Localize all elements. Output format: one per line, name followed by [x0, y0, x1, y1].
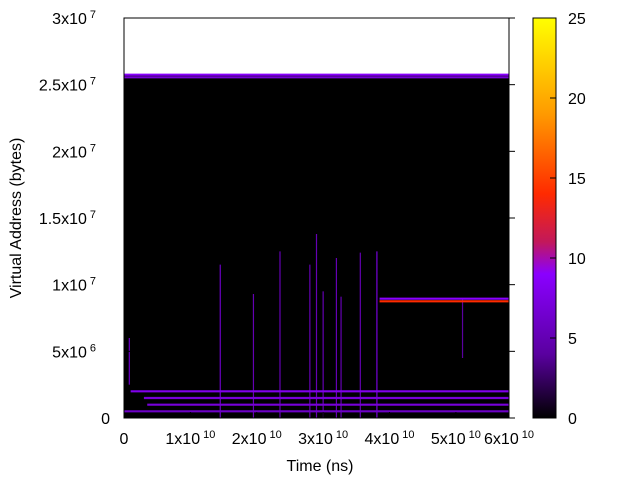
y-tick-labels: 0 5x10 6 1x10 7 1.5x10 7 2x10 7 2.5x10 7 3x10 7	[39, 9, 110, 428]
y-tick-label-1: 5x10 6	[52, 342, 96, 361]
colorbar-tick-label-5: 25	[568, 11, 586, 28]
x-axis-label: Time (ns)	[287, 458, 354, 475]
y-tick-label-2: 1x10 7	[52, 276, 96, 295]
x-tick-label-2: 2x10 10	[232, 429, 282, 448]
colorbar-tick-label-0: 0	[568, 411, 577, 428]
colorbar-gradient	[532, 17, 557, 419]
y-tick-label-0: 0	[101, 411, 110, 428]
x-tick-label-6: 6x10 10	[484, 429, 534, 448]
colorbar-tick-label-1: 5	[568, 331, 577, 348]
plot-area	[124, 73, 509, 418]
colorbar-ticks: 0 5 10 15 20 25	[550, 11, 586, 428]
y-tick-label-5: 2.5x10 7	[39, 76, 96, 95]
y-tick-label-4: 2x10 7	[52, 142, 96, 161]
colorbar: 0 5 10 15 20 25	[532, 11, 586, 428]
x-tick-label-3: 3x10 10	[298, 429, 348, 448]
y-tick-label-6: 3x10 7	[52, 9, 96, 28]
colorbar-tick-label-3: 15	[568, 171, 586, 188]
x-tick-label-1: 1x10 10	[165, 429, 215, 448]
colorbar-tick-label-2: 10	[568, 251, 586, 268]
y-axis-label: Virtual Address (bytes)	[8, 138, 25, 299]
x-tick-label-5: 5x10 10	[431, 429, 481, 448]
y-tick-label-3: 1.5x10 7	[39, 209, 96, 228]
x-tick-label-0: 0	[120, 431, 129, 448]
x-tick-label-4: 4x10 10	[365, 429, 415, 448]
plot-frame	[123, 17, 510, 419]
x-tick-labels: 0 1x10 10 2x10 10 3x10 10 4x10 10 5x10 10 6x10 10	[120, 429, 534, 448]
colorbar-tick-label-4: 20	[568, 91, 586, 108]
